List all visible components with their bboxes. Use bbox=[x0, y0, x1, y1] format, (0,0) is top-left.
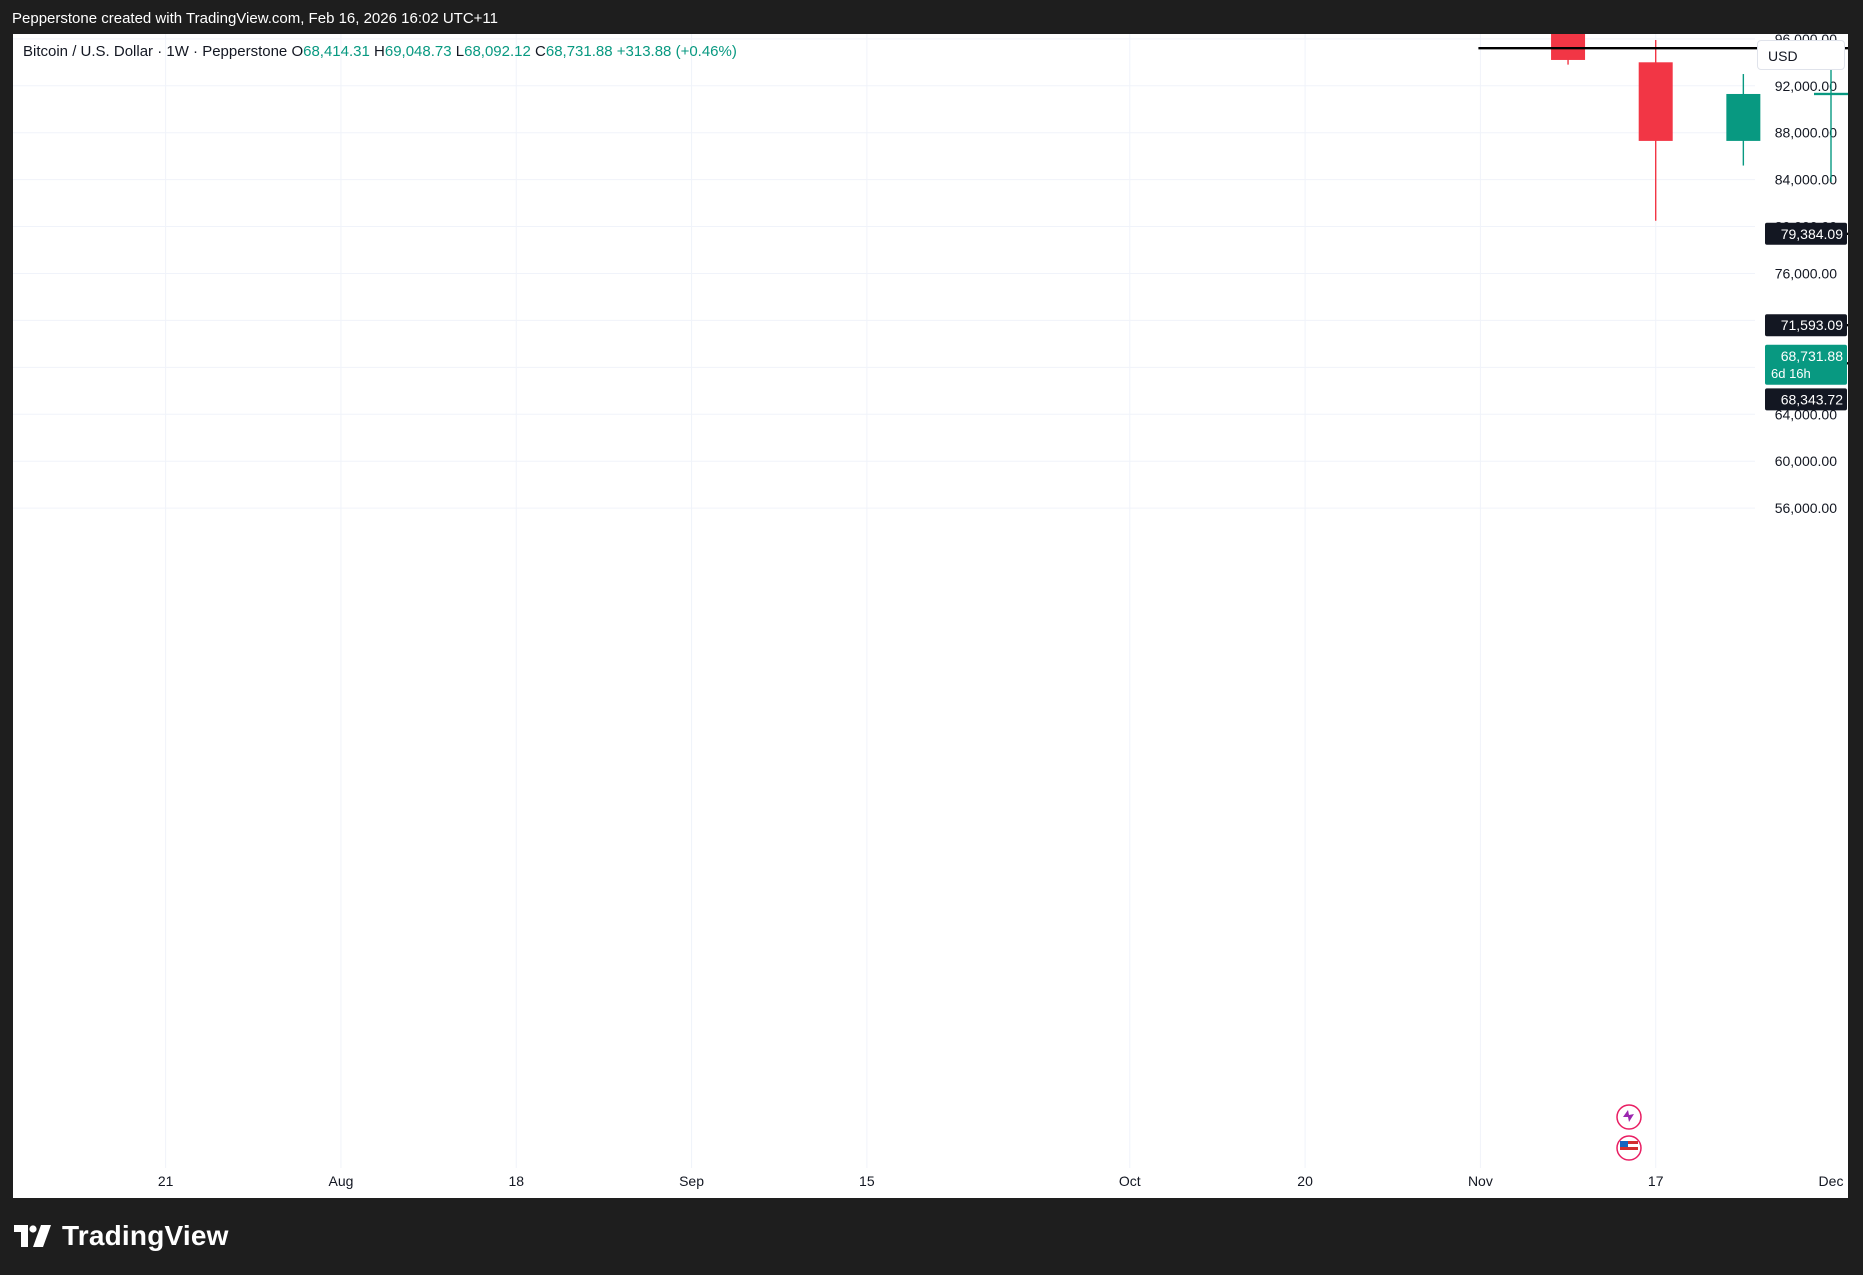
tradingview-logo-icon bbox=[14, 1225, 51, 1247]
close-label: C bbox=[535, 43, 546, 60]
high-label: H bbox=[374, 43, 385, 60]
x-tick-label: Oct bbox=[1119, 1173, 1141, 1189]
tradingview-logo[interactable]: TradingView bbox=[14, 1220, 229, 1252]
currency-selector[interactable]: USD bbox=[1757, 40, 1845, 70]
x-tick-label: 18 bbox=[508, 1173, 524, 1189]
y-tick-label: 76,000.00 bbox=[1775, 265, 1837, 281]
y-tick-label: 88,000.00 bbox=[1775, 125, 1837, 141]
y-tick-label: 84,000.00 bbox=[1775, 172, 1837, 188]
open-label: O bbox=[291, 43, 304, 60]
countdown-text: 6d 16h bbox=[1771, 366, 1811, 381]
x-tick-label: 20 bbox=[1297, 1173, 1313, 1189]
y-tick-label: 92,000.00 bbox=[1775, 78, 1837, 94]
change-value: +313.88 (+0.46%) bbox=[616, 43, 737, 60]
x-tick-label: Sep bbox=[679, 1173, 704, 1189]
lightning-icon bbox=[1623, 1110, 1634, 1122]
level-price-tag-bg bbox=[1765, 222, 1847, 245]
flag-stripe bbox=[1620, 1147, 1638, 1150]
chart-frame[interactable]: 56,000.0060,000.0064,000.0076,000.0080,0… bbox=[13, 34, 1848, 1198]
level-price-tag: 71,593.09 bbox=[1765, 314, 1847, 337]
last-price-bg bbox=[1765, 344, 1847, 385]
top-bar: Pepperstone created with TradingView.com… bbox=[0, 0, 1863, 34]
candle-body bbox=[1814, 92, 1848, 96]
level-price-tag: 79,384.09 bbox=[1765, 222, 1847, 245]
x-tick-label: Dec bbox=[1819, 1173, 1844, 1189]
candle bbox=[1814, 61, 1848, 182]
tradingview-brand: TradingView bbox=[62, 1220, 229, 1251]
close-value: 68,731.88 bbox=[545, 43, 613, 60]
low-value: 68,092.12 bbox=[464, 43, 531, 60]
candle-body bbox=[1551, 34, 1586, 60]
level-price-tag-bg bbox=[1765, 388, 1847, 411]
low-label: L bbox=[455, 43, 465, 60]
x-tick-label: 21 bbox=[158, 1173, 174, 1189]
level-price-tag-bg bbox=[1765, 314, 1847, 337]
candle bbox=[1638, 40, 1673, 221]
level-price-tag: 68,343.72 bbox=[1765, 388, 1847, 411]
y-tick-label: 56,000.00 bbox=[1775, 500, 1837, 516]
level-price-tag-text: 71,593.09 bbox=[1781, 317, 1843, 333]
flag-canton bbox=[1620, 1141, 1628, 1147]
candle-body bbox=[1726, 93, 1761, 141]
open-value: 68,414.31 bbox=[303, 43, 370, 60]
x-tick-label: 17 bbox=[1648, 1173, 1664, 1189]
symbol-title: Bitcoin / U.S. Dollar · 1W · Pepperstone bbox=[23, 43, 288, 60]
symbol-legend[interactable]: Bitcoin / U.S. Dollar · 1W · Pepperstone… bbox=[23, 43, 737, 60]
level-price-tag-text: 79,384.09 bbox=[1781, 226, 1843, 242]
events-icons bbox=[1616, 1104, 1642, 1161]
x-tick-label: Nov bbox=[1468, 1173, 1493, 1189]
x-tick-label: Aug bbox=[328, 1173, 353, 1189]
y-tick-label: 60,000.00 bbox=[1775, 453, 1837, 469]
level-price-tag-text: 68,343.72 bbox=[1781, 391, 1843, 407]
last-price-tag: 68,731.88 6d 16h bbox=[1765, 344, 1847, 385]
footer: TradingView bbox=[0, 1198, 1863, 1275]
high-value: 69,048.73 bbox=[384, 43, 452, 60]
flag-stripe bbox=[1620, 1141, 1638, 1144]
x-tick-label: 15 bbox=[859, 1173, 875, 1189]
last-price-value: 68,731.88 bbox=[1781, 348, 1843, 364]
candle bbox=[1726, 74, 1761, 166]
chart-credit: Pepperstone created with TradingView.com… bbox=[12, 10, 498, 27]
candle-body bbox=[1638, 62, 1673, 141]
candle bbox=[1551, 34, 1586, 65]
price-chart[interactable]: 56,000.0060,000.0064,000.0076,000.0080,0… bbox=[13, 34, 1848, 1198]
